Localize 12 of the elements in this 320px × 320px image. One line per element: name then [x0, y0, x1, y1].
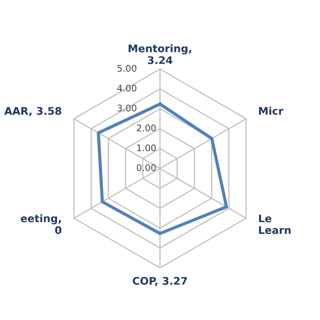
spoke-label: Mentoring, 3.24 [128, 44, 192, 64]
y-tick-label: 0.00 [136, 164, 156, 172]
spoke-label: COP, 3.27 [132, 276, 187, 286]
y-tick-label: 1.00 [137, 144, 156, 152]
spoke-label: AAR, 3.58 [4, 106, 62, 116]
spoke-label: Micr [259, 106, 284, 115]
y-tick-label: 3.00 [118, 104, 136, 112]
spoke-label: eeting, 0 [20, 214, 62, 234]
y-tick-label: 2.00 [136, 124, 156, 132]
y-tick-label: 5.00 [118, 64, 136, 72]
y-tick-label: 4.00 [117, 84, 136, 92]
spoke-label: Le Learn [259, 214, 291, 234]
